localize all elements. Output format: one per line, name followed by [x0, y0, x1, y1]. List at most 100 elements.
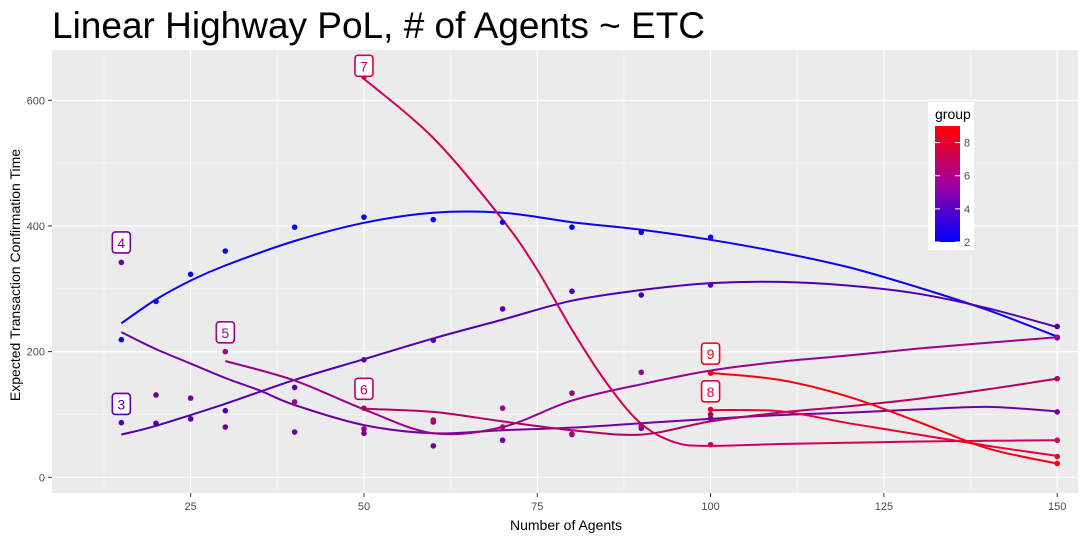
group-label-box — [215, 320, 236, 344]
x-tick-label: 25 — [185, 501, 197, 513]
data-point-group-6 — [499, 424, 506, 430]
data-point-group-4 — [499, 437, 506, 444]
y-tick-label: 200 — [27, 347, 45, 359]
data-point-group-3 — [187, 416, 194, 422]
y-axis: 0 200 400 600 — [27, 95, 52, 484]
group-label-text: 8 — [707, 384, 715, 400]
data-point-group-4 — [222, 424, 229, 430]
data-point-group-2 — [222, 248, 229, 254]
data-point-group-2 — [499, 219, 506, 225]
data-point-group-3 — [118, 419, 125, 426]
data-point-group-3 — [361, 356, 367, 363]
data-point-group-6 — [361, 405, 367, 411]
data-point-group-5 — [569, 390, 575, 396]
group-label-7: 7 — [354, 54, 374, 78]
data-point-group-5 — [638, 369, 645, 376]
data-point-group-4 — [187, 395, 194, 401]
data-point-group-6 — [569, 431, 575, 437]
x-tick-label: 125 — [875, 501, 893, 513]
data-point-group-5 — [222, 348, 229, 355]
plot-panel — [52, 50, 1078, 493]
legend: group 2 4 6 8 — [928, 102, 974, 250]
data-point-group-3 — [1054, 323, 1061, 330]
data-point-group-9 — [707, 370, 714, 376]
data-point-group-3 — [638, 292, 645, 298]
x-axis-label: Number of Agents — [510, 517, 622, 533]
data-point-group-2 — [118, 336, 125, 343]
group-label-8: 8 — [700, 380, 721, 403]
group-label-3: 3 — [111, 392, 132, 416]
series-points — [118, 74, 1061, 467]
data-point-group-4 — [118, 259, 125, 266]
data-point-group-2 — [638, 229, 645, 236]
series-line-group-4 — [120, 331, 1058, 435]
chart-title: Linear Highway PoL, # of Agents ~ ETC — [52, 5, 705, 46]
data-point-group-6 — [430, 417, 437, 423]
series-line-group-2 — [120, 210, 1058, 338]
group-label-9: 9 — [700, 342, 721, 365]
group-label-box — [700, 342, 721, 365]
y-tick-label: 400 — [27, 221, 45, 233]
legend-tick-label: 2 — [964, 237, 970, 249]
data-point-group-6 — [1054, 375, 1061, 382]
group-label-box — [111, 231, 132, 254]
data-point-group-2 — [430, 216, 437, 223]
data-point-group-5 — [291, 399, 298, 405]
group-label-text: 4 — [117, 235, 125, 251]
data-point-group-4 — [153, 392, 159, 398]
x-tick-label: 100 — [701, 501, 719, 513]
data-point-group-7 — [707, 441, 714, 448]
group-label-box — [354, 54, 374, 78]
legend-tick-label: 6 — [964, 171, 970, 183]
data-point-group-6 — [638, 422, 645, 429]
series-line-group-8 — [710, 408, 1058, 457]
data-point-group-5 — [1054, 334, 1061, 340]
y-axis-label: Expected Transaction Confirmation Time — [7, 149, 23, 401]
data-point-group-5 — [499, 405, 506, 411]
group-label-4: 4 — [111, 231, 132, 254]
data-point-group-2 — [361, 214, 367, 220]
data-point-group-6 — [707, 411, 714, 418]
group-label-5: 5 — [215, 320, 236, 344]
data-point-group-4 — [430, 443, 437, 449]
group-label-box — [354, 377, 374, 401]
data-point-group-3 — [569, 288, 575, 295]
data-point-group-2 — [187, 271, 194, 278]
group-label-box — [111, 392, 132, 416]
legend-colorbar — [935, 126, 960, 242]
data-point-group-4 — [291, 429, 298, 435]
data-point-group-2 — [707, 234, 714, 241]
x-tick-label: 150 — [1048, 501, 1066, 513]
data-point-group-3 — [153, 420, 159, 427]
legend-tick-label: 4 — [964, 204, 970, 216]
data-point-group-3 — [222, 407, 229, 414]
y-tick-label: 600 — [27, 95, 45, 107]
data-point-group-3 — [291, 384, 298, 391]
legend-tick-label: 8 — [964, 138, 970, 150]
data-point-group-9 — [1054, 460, 1061, 467]
x-axis: 25 50 75 100 125 150 — [185, 493, 1066, 513]
data-point-group-2 — [291, 224, 298, 230]
data-point-group-4 — [361, 430, 367, 437]
data-point-group-3 — [707, 282, 714, 288]
y-tick-label: 0 — [39, 472, 45, 484]
series-line-group-6 — [363, 377, 1058, 436]
series-line-group-3 — [121, 280, 1058, 436]
data-point-group-8 — [707, 406, 714, 413]
data-point-group-8 — [1054, 453, 1061, 460]
data-point-group-5 — [361, 426, 367, 432]
group-label-text: 3 — [117, 396, 125, 412]
group-label-text: 9 — [707, 346, 715, 362]
group-label-box — [700, 380, 721, 403]
point-labels: 3 4 5 6 7 8 9 — [111, 54, 721, 416]
data-point-group-2 — [153, 298, 159, 305]
x-tick-label: 75 — [531, 501, 543, 513]
group-label-6: 6 — [354, 377, 374, 401]
series-line-group-9 — [710, 372, 1058, 465]
data-point-group-4 — [1054, 409, 1061, 415]
x-tick-label: 50 — [358, 501, 370, 513]
legend-title: group — [935, 106, 971, 122]
data-point-group-3 — [430, 337, 437, 344]
legend-ticks: 2 4 6 8 — [935, 138, 970, 249]
